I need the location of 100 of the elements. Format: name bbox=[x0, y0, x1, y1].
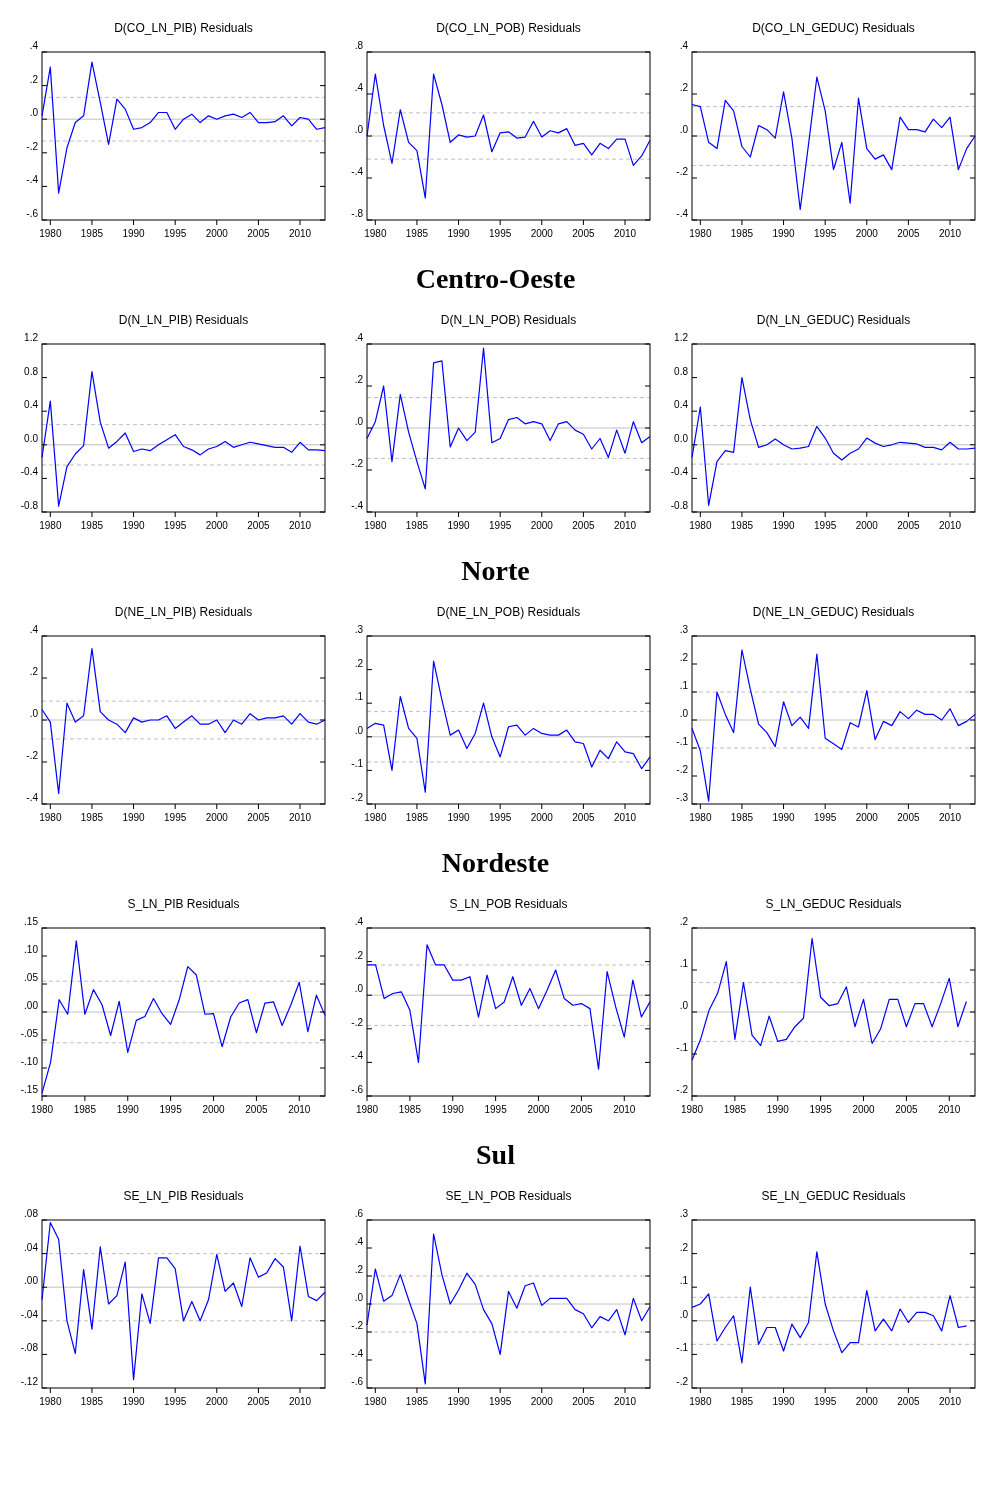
y-tick-label: .08 bbox=[24, 1208, 39, 1219]
x-tick-label: 1995 bbox=[164, 520, 187, 531]
y-tick-label: .2 bbox=[679, 82, 689, 93]
x-tick-label: 2005 bbox=[895, 1104, 918, 1115]
x-tick-label: 1990 bbox=[447, 812, 471, 823]
y-tick-label: .2 bbox=[29, 73, 39, 85]
y-tick-label: .04 bbox=[24, 1241, 39, 1253]
y-tick-label: -.08 bbox=[20, 1342, 39, 1354]
x-tick-label: 1985 bbox=[405, 1396, 429, 1407]
y-tick-label: .0 bbox=[679, 1308, 689, 1320]
x-tick-label: 1995 bbox=[489, 812, 512, 823]
x-tick-label: 1990 bbox=[447, 1396, 471, 1407]
x-tick-label: 1985 bbox=[405, 812, 429, 823]
y-tick-label: .6 bbox=[354, 1208, 364, 1219]
x-tick-label: 2000 bbox=[530, 1396, 554, 1407]
x-tick-label: 1980 bbox=[30, 1104, 54, 1115]
x-tick-label: 2000 bbox=[855, 520, 879, 531]
x-tick-label: 2010 bbox=[938, 520, 962, 531]
y-tick-label: .0 bbox=[354, 416, 364, 427]
x-tick-label: 1990 bbox=[447, 520, 471, 531]
y-tick-label: .15 bbox=[24, 916, 39, 927]
text: Sul bbox=[476, 1139, 516, 1170]
y-tick-label: -.4 bbox=[26, 792, 39, 803]
x-tick-label: 2010 bbox=[938, 1104, 961, 1115]
chart-title: D(NE_LN_GEDUC) Residuals bbox=[752, 605, 915, 619]
y-tick-label: -.3 bbox=[676, 792, 689, 803]
x-tick-label: 1980 bbox=[39, 1396, 62, 1407]
x-tick-label: 2010 bbox=[938, 228, 962, 239]
y-tick-label: -.6 bbox=[351, 1084, 364, 1095]
y-tick-label: .00 bbox=[24, 1275, 39, 1287]
x-tick-label: 1985 bbox=[80, 812, 104, 823]
chart-title: SE_LN_POB Residuals bbox=[445, 1189, 572, 1203]
y-tick-label: -.10 bbox=[20, 1056, 39, 1067]
x-tick-label: 2000 bbox=[205, 1396, 229, 1407]
x-tick-label: 2000 bbox=[530, 228, 554, 239]
y-tick-label: -.2 bbox=[676, 166, 689, 177]
x-tick-label: 1990 bbox=[772, 520, 796, 531]
y-tick-label: .4 bbox=[354, 916, 364, 927]
chart-title: S_LN_POB Residuals bbox=[449, 897, 568, 911]
x-tick-label: 1985 bbox=[80, 520, 104, 531]
x-tick-label: 2010 bbox=[938, 812, 962, 823]
x-tick-label: 1980 bbox=[680, 1104, 704, 1115]
y-tick-label: .4 bbox=[29, 624, 39, 635]
y-tick-label: -0.4 bbox=[670, 466, 689, 478]
y-tick-label: -.4 bbox=[676, 208, 689, 219]
x-tick-label: 2010 bbox=[288, 1396, 312, 1407]
x-tick-label: 1985 bbox=[730, 1396, 754, 1407]
chart-title: D(CO_LN_PIB) Residuals bbox=[114, 21, 253, 35]
y-tick-label: .3 bbox=[679, 624, 689, 635]
x-tick-label: 2000 bbox=[202, 1104, 226, 1115]
y-tick-label: -.1 bbox=[351, 758, 364, 770]
x-tick-label: 1990 bbox=[447, 228, 471, 239]
x-tick-label: 2010 bbox=[288, 812, 312, 823]
x-tick-label: 1990 bbox=[441, 1104, 465, 1115]
x-tick-label: 1995 bbox=[814, 520, 837, 531]
x-tick-label: 1995 bbox=[164, 812, 187, 823]
x-tick-label: 2005 bbox=[570, 1104, 593, 1115]
y-tick-label: .0 bbox=[29, 708, 39, 719]
chart-title: D(N_LN_GEDUC) Residuals bbox=[756, 313, 911, 327]
x-tick-label: 1995 bbox=[164, 1396, 187, 1407]
x-tick-label: 1985 bbox=[405, 228, 429, 239]
y-tick-label: -.4 bbox=[351, 1050, 364, 1062]
x-tick-label: 1985 bbox=[405, 520, 429, 531]
y-tick-label: -.1 bbox=[676, 1342, 689, 1354]
x-tick-label: 2005 bbox=[572, 812, 595, 823]
text: Nordeste bbox=[441, 847, 550, 878]
y-tick-label: -.2 bbox=[676, 764, 689, 775]
y-tick-label: -.6 bbox=[351, 1376, 364, 1387]
x-tick-label: 1985 bbox=[80, 1396, 104, 1407]
x-tick-label: 2010 bbox=[938, 1396, 962, 1407]
x-tick-label: 1990 bbox=[122, 520, 146, 531]
x-tick-label: 1980 bbox=[689, 228, 712, 239]
y-tick-label: -.15 bbox=[20, 1084, 39, 1095]
x-tick-label: 2005 bbox=[897, 520, 920, 531]
y-tick-label: -.1 bbox=[676, 1042, 689, 1053]
x-tick-label: 2010 bbox=[613, 520, 637, 531]
text: Norte bbox=[461, 555, 530, 586]
x-tick-label: 1980 bbox=[689, 1396, 712, 1407]
x-tick-label: 1980 bbox=[364, 520, 387, 531]
x-tick-label: 1995 bbox=[489, 1396, 512, 1407]
chart-title: D(N_LN_PIB) Residuals bbox=[118, 313, 249, 327]
y-tick-label: .1 bbox=[354, 691, 364, 703]
y-tick-label: -.6 bbox=[26, 208, 39, 219]
y-tick-label: .3 bbox=[354, 624, 364, 635]
y-tick-label: .3 bbox=[679, 1208, 689, 1219]
x-tick-label: 2005 bbox=[897, 812, 920, 823]
x-tick-label: 1995 bbox=[814, 812, 837, 823]
x-tick-label: 2005 bbox=[897, 1396, 920, 1407]
x-tick-label: 2000 bbox=[530, 812, 554, 823]
chart-title: S_LN_GEDUC Residuals bbox=[765, 897, 902, 911]
x-tick-label: 2005 bbox=[247, 1396, 270, 1407]
chart-title: D(NE_LN_PIB) Residuals bbox=[114, 605, 253, 619]
y-tick-label: .4 bbox=[354, 82, 364, 93]
y-tick-label: -0.8 bbox=[20, 500, 39, 511]
x-tick-label: 1990 bbox=[122, 812, 146, 823]
y-tick-label: .0 bbox=[354, 983, 364, 995]
y-tick-label: .2 bbox=[354, 657, 364, 669]
x-tick-label: 2000 bbox=[205, 228, 229, 239]
x-tick-label: 1980 bbox=[689, 520, 712, 531]
x-tick-label: 1995 bbox=[814, 228, 837, 239]
